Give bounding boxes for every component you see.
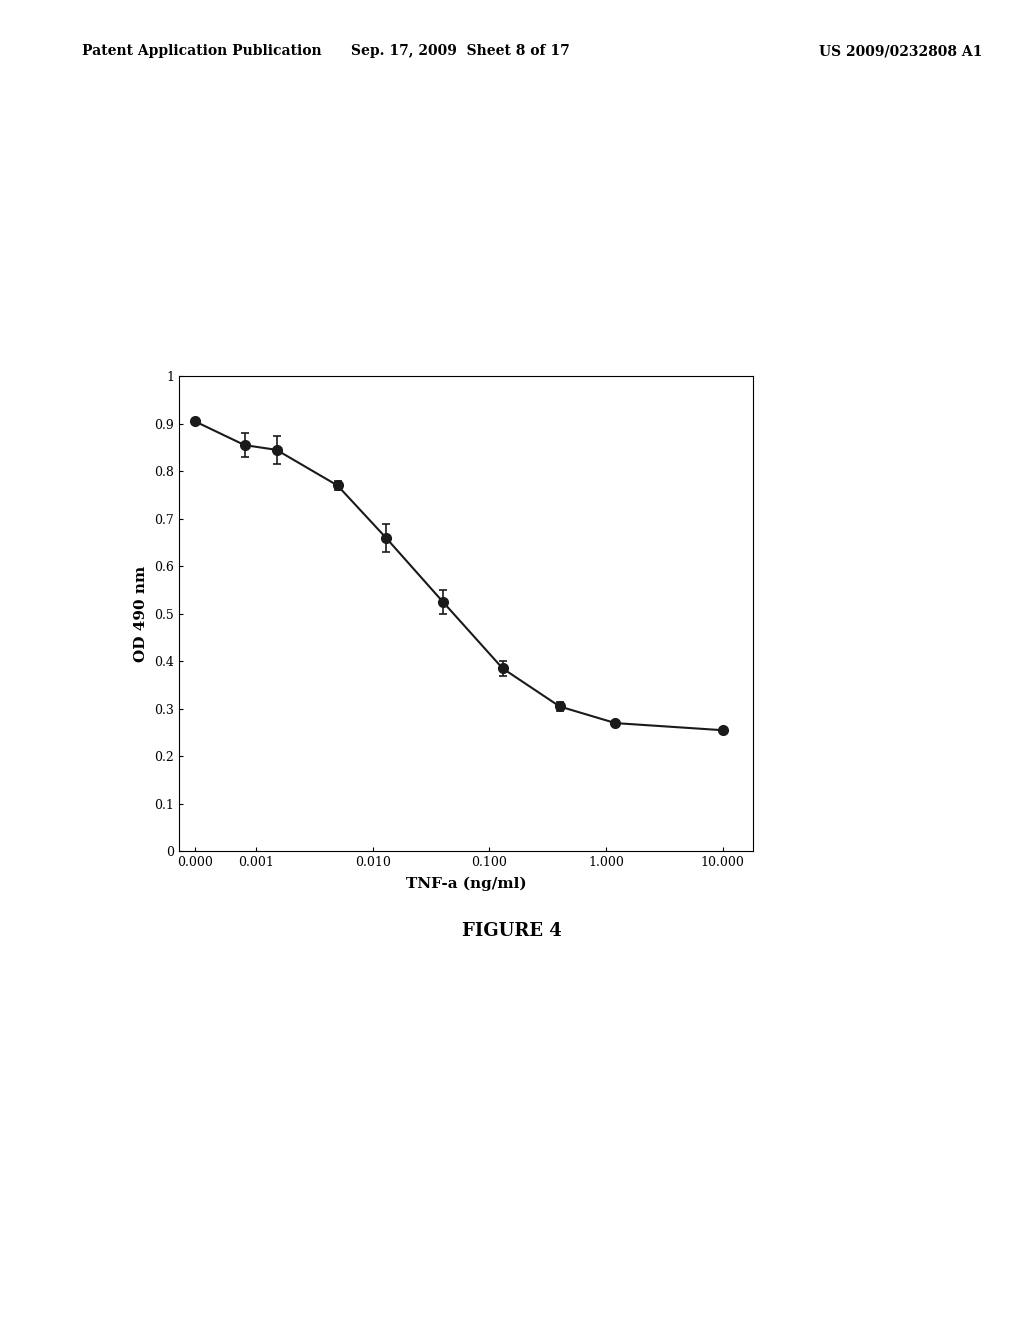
Y-axis label: OD 490 nm: OD 490 nm <box>133 566 147 661</box>
Text: US 2009/0232808 A1: US 2009/0232808 A1 <box>819 45 983 58</box>
Text: Sep. 17, 2009  Sheet 8 of 17: Sep. 17, 2009 Sheet 8 of 17 <box>351 45 570 58</box>
Text: FIGURE 4: FIGURE 4 <box>462 921 562 940</box>
X-axis label: TNF-a (ng/ml): TNF-a (ng/ml) <box>406 876 526 891</box>
Text: Patent Application Publication: Patent Application Publication <box>82 45 322 58</box>
